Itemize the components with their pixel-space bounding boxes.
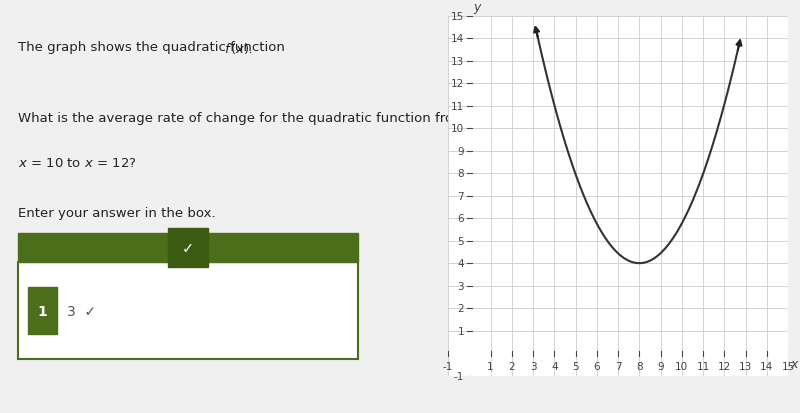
Text: 12: 12	[450, 79, 464, 89]
Text: Enter your answer in the box.: Enter your answer in the box.	[18, 206, 215, 219]
Text: 15: 15	[450, 12, 464, 21]
Text: -1: -1	[454, 371, 464, 381]
Text: 5: 5	[458, 236, 464, 246]
Text: 14: 14	[760, 361, 774, 371]
Text: 1: 1	[38, 304, 47, 318]
Text: 7: 7	[458, 191, 464, 201]
Text: 6: 6	[594, 361, 600, 371]
FancyBboxPatch shape	[18, 233, 358, 262]
Text: 1: 1	[458, 326, 464, 336]
Text: 2: 2	[509, 361, 515, 371]
FancyBboxPatch shape	[28, 287, 58, 335]
Text: 14: 14	[450, 34, 464, 44]
Text: 15: 15	[782, 361, 794, 371]
Text: 3: 3	[458, 281, 464, 291]
Text: 9: 9	[458, 146, 464, 156]
Text: 4: 4	[458, 259, 464, 268]
FancyBboxPatch shape	[168, 228, 208, 267]
Text: 10: 10	[451, 124, 464, 134]
Text: 3: 3	[530, 361, 536, 371]
Text: 9: 9	[657, 361, 664, 371]
Text: $f\,(x)$.: $f\,(x)$.	[224, 41, 253, 56]
Text: 10: 10	[675, 361, 688, 371]
Text: $x$ = 10 to $x$ = 12?: $x$ = 10 to $x$ = 12?	[18, 157, 136, 170]
Text: -1: -1	[443, 361, 453, 371]
Text: What is the average rate of change for the quadratic function from: What is the average rate of change for t…	[18, 112, 466, 124]
Text: 7: 7	[614, 361, 622, 371]
Text: 4: 4	[551, 361, 558, 371]
Text: 8: 8	[458, 169, 464, 179]
Text: x: x	[790, 357, 798, 370]
Text: 8: 8	[636, 361, 642, 371]
Text: 2: 2	[458, 304, 464, 313]
Text: 5: 5	[572, 361, 579, 371]
Text: The graph shows the quadratic function: The graph shows the quadratic function	[18, 41, 289, 54]
Text: 6: 6	[458, 214, 464, 223]
Text: 11: 11	[450, 101, 464, 112]
Text: 3  ✓: 3 ✓	[67, 304, 97, 318]
Text: 11: 11	[696, 361, 710, 371]
Text: ✓: ✓	[182, 240, 194, 255]
Text: 12: 12	[718, 361, 731, 371]
Text: y: y	[473, 1, 480, 14]
Text: 13: 13	[739, 361, 752, 371]
Text: 13: 13	[450, 57, 464, 66]
FancyBboxPatch shape	[18, 262, 358, 359]
Text: 1: 1	[487, 361, 494, 371]
